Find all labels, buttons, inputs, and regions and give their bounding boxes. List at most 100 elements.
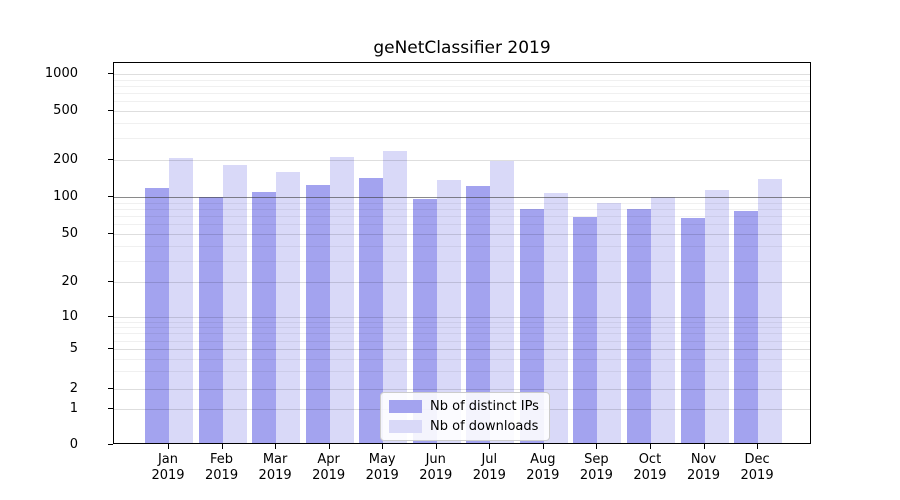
legend-label-distinct-ips: Nb of distinct IPs xyxy=(430,399,539,414)
y-tick-mark-0 xyxy=(108,444,113,445)
x-tick-label-year: 2019 xyxy=(579,468,613,483)
y-tick-mark-2 xyxy=(108,388,113,389)
x-tick-mark-may xyxy=(382,444,384,449)
minor-gridline-800 xyxy=(114,86,810,87)
x-tick-mark-oct xyxy=(649,444,651,449)
x-tick-label-month: Mar xyxy=(262,452,288,467)
x-tick-label-month: Jul xyxy=(481,452,498,467)
bar-distinct-ips-feb xyxy=(198,197,223,443)
gridline-200 xyxy=(114,160,810,161)
x-tick-label-may: May 2019 xyxy=(352,452,412,484)
bar-downloads-mar xyxy=(276,172,301,443)
legend-swatch-distinct-ips xyxy=(389,400,422,413)
legend-label-downloads: Nb of downloads xyxy=(430,419,539,434)
x-tick-label-month: Oct xyxy=(638,452,662,467)
legend: Nb of distinct IPs Nb of downloads xyxy=(380,392,550,441)
bar-distinct-ips-mar xyxy=(252,192,277,443)
x-tick-label-month: Dec xyxy=(744,452,770,467)
bar-downloads-sep xyxy=(597,203,622,443)
legend-swatch-downloads xyxy=(389,420,422,433)
y-tick-mark-100 xyxy=(108,196,113,197)
minor-gridline-900 xyxy=(114,80,810,81)
x-tick-mark-jul xyxy=(489,444,491,449)
x-tick-label-apr: Apr 2019 xyxy=(299,452,359,484)
minor-gridline-600 xyxy=(114,101,810,102)
minor-gridline-400 xyxy=(114,123,810,124)
legend-entry-distinct-ips: Nb of distinct IPs xyxy=(389,399,539,414)
x-tick-label-year: 2019 xyxy=(740,468,774,483)
x-tick-label-jan: Jan 2019 xyxy=(138,452,198,484)
bar-distinct-ips-dec xyxy=(734,211,759,443)
y-tick-mark-1000 xyxy=(108,73,113,74)
x-tick-label-year: 2019 xyxy=(258,468,292,483)
y-tick-mark-200 xyxy=(108,159,113,160)
x-tick-label-aug: Aug 2019 xyxy=(513,452,573,484)
x-tick-mark-jun xyxy=(435,444,437,449)
x-tick-mark-nov xyxy=(703,444,705,449)
legend-entry-downloads: Nb of downloads xyxy=(389,419,539,434)
minor-gridline-700 xyxy=(114,93,810,94)
bar-distinct-ips-jan xyxy=(145,188,169,443)
chart-title: geNetClassifier 2019 xyxy=(373,38,551,58)
y-tick-label-0: 0 xyxy=(69,437,78,452)
gridline-1000 xyxy=(114,74,810,75)
x-tick-label-feb: Feb 2019 xyxy=(192,452,252,484)
x-tick-mark-jan xyxy=(168,444,169,449)
x-tick-label-nov: Nov 2019 xyxy=(674,452,734,484)
x-tick-mark-sep xyxy=(596,444,598,449)
x-tick-label-year: 2019 xyxy=(472,468,506,483)
x-tick-label-month: May xyxy=(368,452,396,467)
y-tick-label-500: 500 xyxy=(53,103,78,118)
bar-downloads-nov xyxy=(704,190,729,443)
bar-distinct-ips-nov xyxy=(680,218,705,443)
bar-distinct-ips-oct xyxy=(626,209,651,443)
x-tick-label-month: Aug xyxy=(530,452,556,467)
x-tick-label-month: Sep xyxy=(584,452,609,467)
plot-area xyxy=(113,62,811,444)
y-tick-mark-50 xyxy=(108,233,113,234)
bar-downloads-feb xyxy=(222,165,247,443)
minor-gridline-300 xyxy=(114,138,810,139)
bar-downloads-apr xyxy=(329,157,354,443)
x-tick-label-year: 2019 xyxy=(633,468,667,483)
gridline-500 xyxy=(114,111,810,112)
bar-downloads-jan xyxy=(169,158,193,443)
x-tick-label-month: Nov xyxy=(690,452,717,467)
y-tick-label-1000: 1000 xyxy=(44,66,78,81)
x-tick-label-dec: Dec 2019 xyxy=(727,452,787,484)
y-tick-label-50: 50 xyxy=(61,226,78,241)
bar-downloads-dec xyxy=(758,179,783,443)
y-tick-label-200: 200 xyxy=(53,152,78,167)
bar-distinct-ips-apr xyxy=(305,185,330,443)
x-tick-label-year: 2019 xyxy=(205,468,239,483)
x-tick-label-oct: Oct 2019 xyxy=(620,452,680,484)
y-tick-mark-20 xyxy=(108,281,113,282)
x-tick-label-year: 2019 xyxy=(526,468,560,483)
y-tick-label-100: 100 xyxy=(53,189,78,204)
x-tick-label-month: Apr xyxy=(317,452,340,467)
x-tick-label-year: 2019 xyxy=(365,468,399,483)
y-tick-label-5: 5 xyxy=(69,341,78,356)
x-tick-mark-aug xyxy=(542,444,544,449)
bar-distinct-ips-sep xyxy=(573,217,598,443)
x-tick-mark-feb xyxy=(221,444,223,449)
x-tick-mark-apr xyxy=(328,444,330,449)
x-tick-label-jul: Jul 2019 xyxy=(459,452,519,484)
y-tick-label-1: 1 xyxy=(69,401,78,416)
y-tick-mark-1 xyxy=(108,408,113,409)
x-tick-label-month: Jun xyxy=(425,452,446,467)
bar-downloads-oct xyxy=(650,197,675,443)
x-tick-label-year: 2019 xyxy=(419,468,453,483)
x-tick-label-month: Feb xyxy=(210,452,234,467)
x-tick-label-sep: Sep 2019 xyxy=(566,452,626,484)
y-tick-label-20: 20 xyxy=(61,274,78,289)
x-tick-label-year: 2019 xyxy=(312,468,346,483)
y-tick-mark-5 xyxy=(108,348,113,349)
bar-distinct-ips-may xyxy=(359,178,384,443)
x-tick-label-jun: Jun 2019 xyxy=(406,452,466,484)
y-tick-label-10: 10 xyxy=(61,309,78,324)
y-tick-label-2: 2 xyxy=(69,381,78,396)
x-tick-mark-dec xyxy=(757,444,759,449)
x-tick-label-mar: Mar 2019 xyxy=(245,452,305,484)
